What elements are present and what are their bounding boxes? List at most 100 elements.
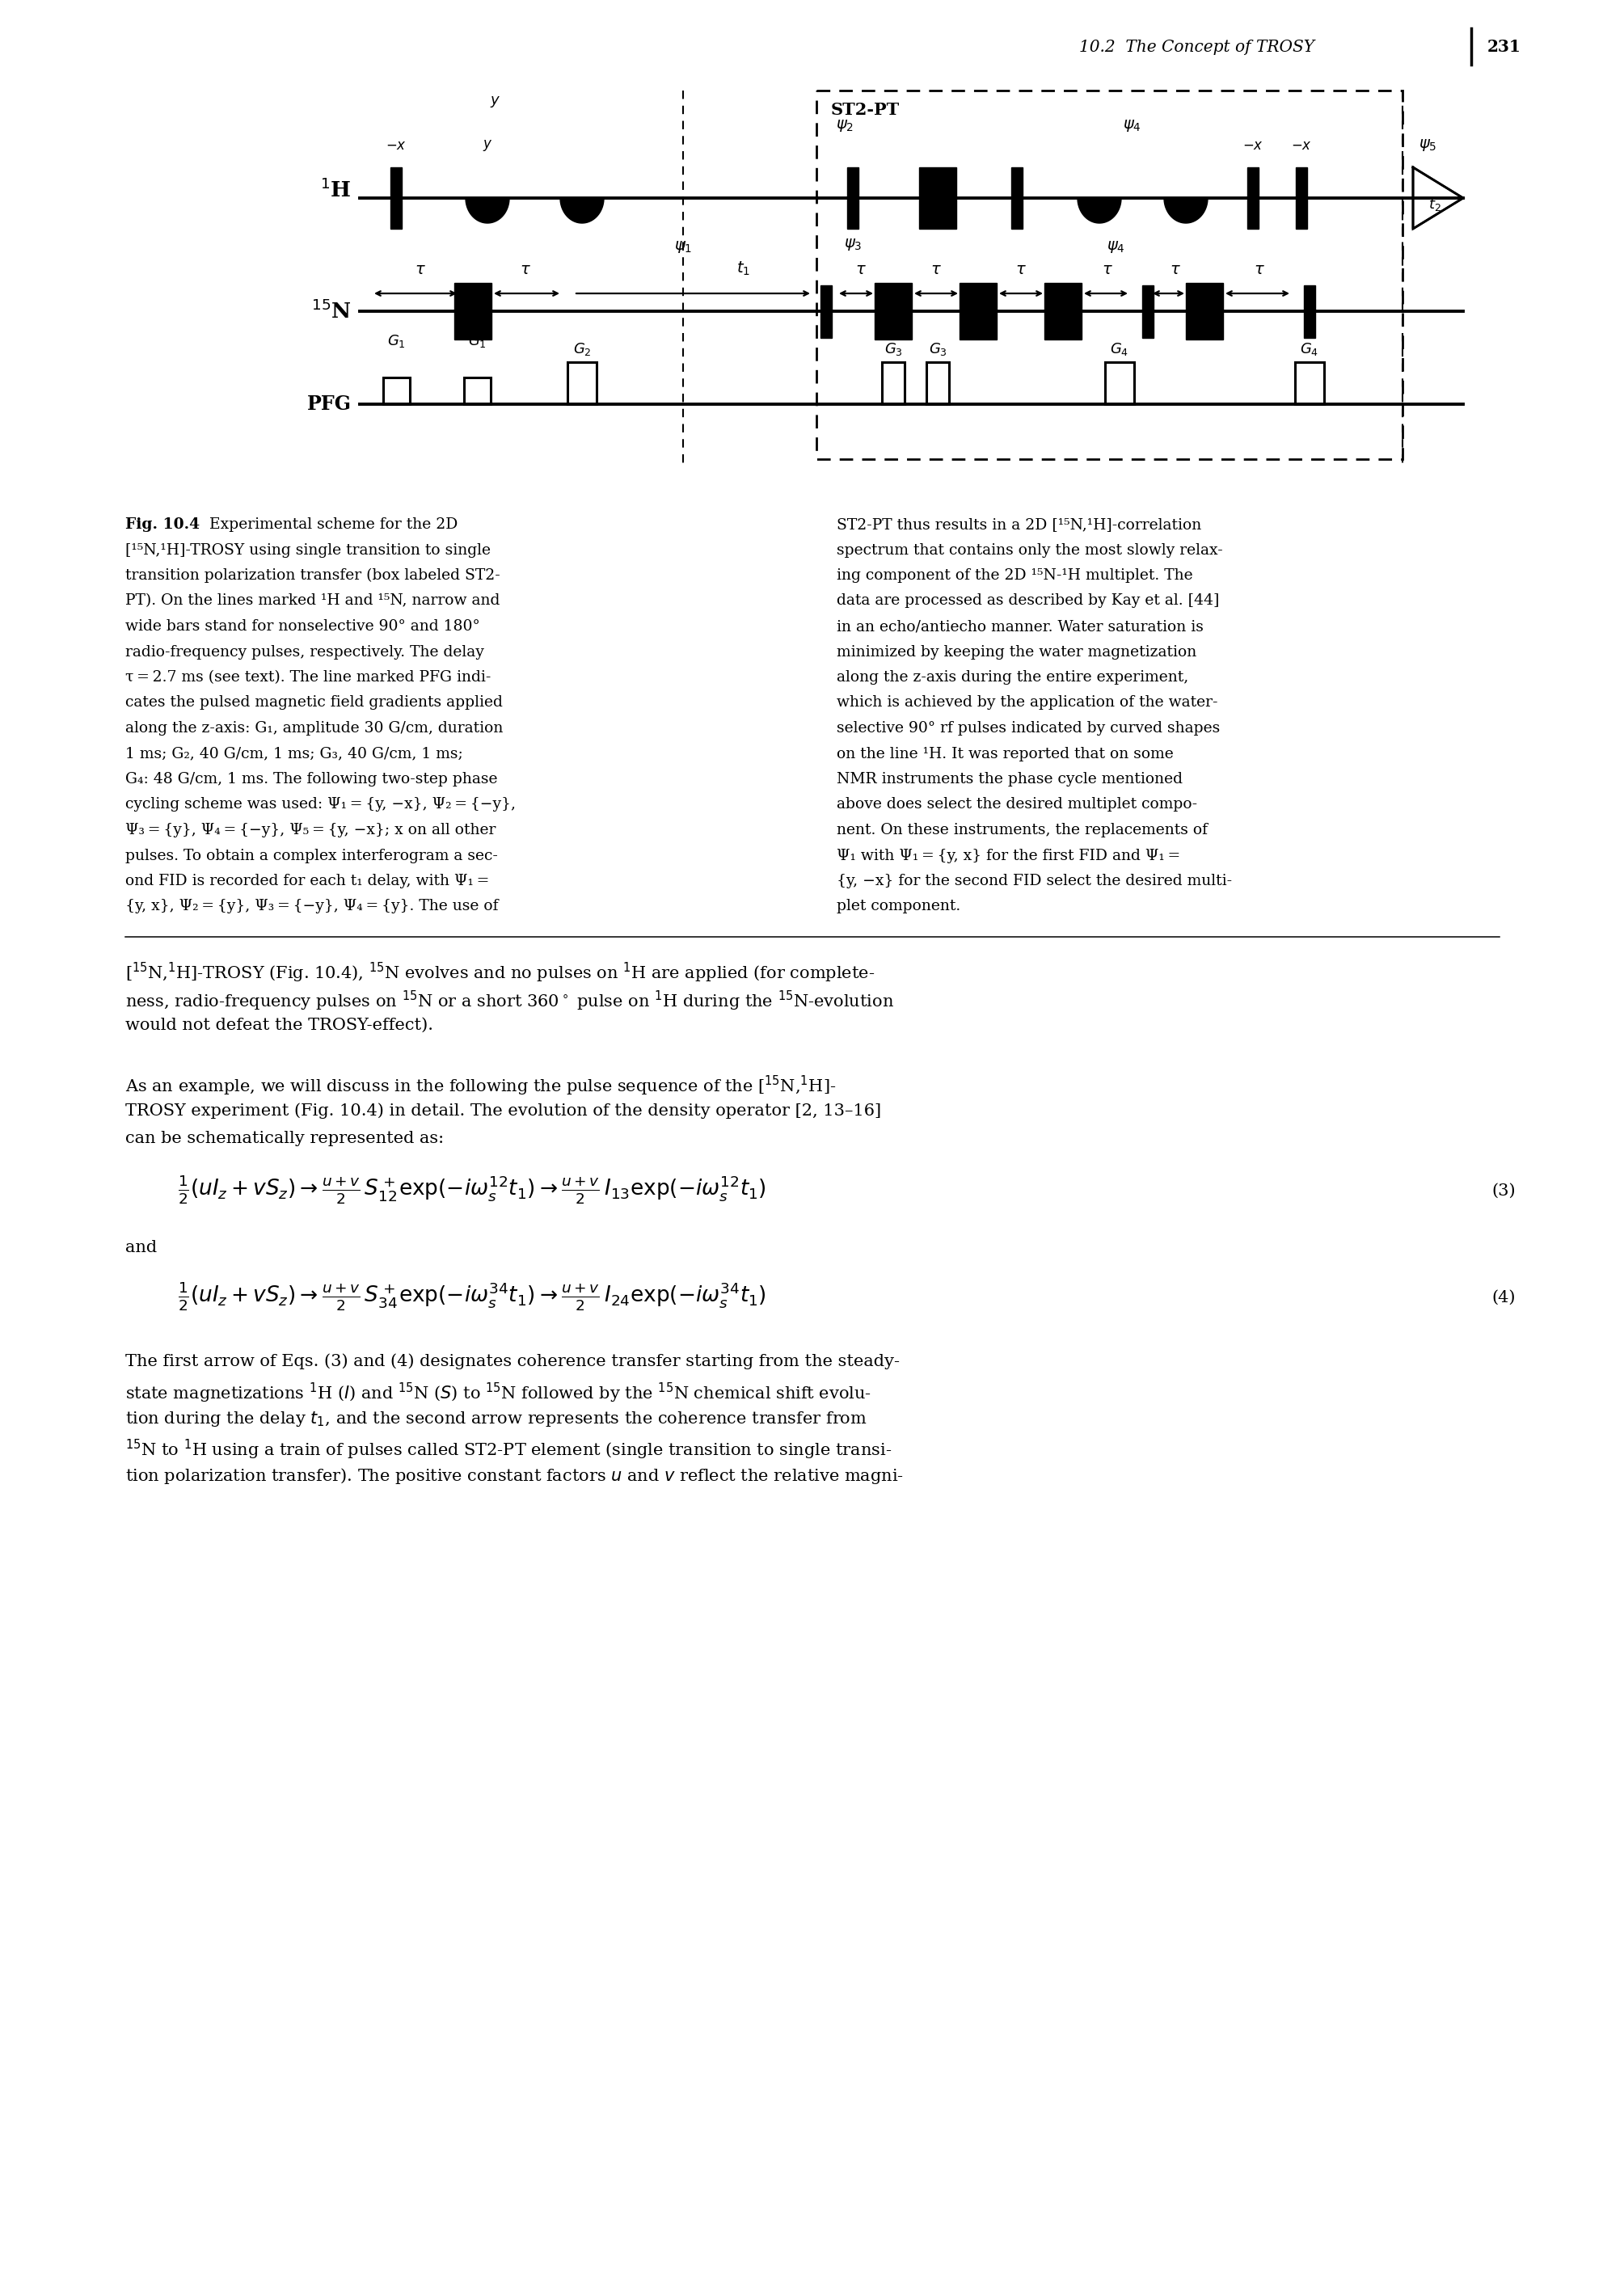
Bar	[383, 378, 409, 403]
Text: $G_2$: $G_2$	[573, 341, 591, 357]
Text: (3): (3)	[1491, 1184, 1515, 1198]
Text: wide bars stand for nonselective 90° and 180°: wide bars stand for nonselective 90° and…	[125, 618, 481, 634]
Bar	[848, 167, 859, 229]
Bar	[1104, 362, 1134, 403]
Bar	[926, 362, 948, 403]
Bar	[817, 92, 1403, 458]
Text: ond FID is recorded for each t₁ delay, with Ψ₁ =: ond FID is recorded for each t₁ delay, w…	[125, 875, 489, 889]
Text: $\psi_3$: $\psi_3$	[844, 236, 862, 252]
Text: pulses. To obtain a complex interferogram a sec-: pulses. To obtain a complex interferogra…	[125, 847, 499, 863]
Text: ST2-PT thus results in a 2D [¹⁵N,¹H]-correlation: ST2-PT thus results in a 2D [¹⁵N,¹H]-cor…	[836, 518, 1202, 531]
Text: $G_4$: $G_4$	[1301, 341, 1319, 357]
Text: $-x$: $-x$	[1291, 140, 1312, 153]
Text: $G_1$: $G_1$	[468, 332, 486, 348]
Bar	[567, 362, 596, 403]
Text: above does select the desired multiplet compo-: above does select the desired multiplet …	[836, 797, 1197, 813]
Bar	[1247, 167, 1259, 229]
Text: $^{15}$N to $^1$H using a train of pulses called ST2-PT element (single transiti: $^{15}$N to $^1$H using a train of pulse…	[125, 1438, 892, 1461]
Text: cates the pulsed magnetic field gradients applied: cates the pulsed magnetic field gradient…	[125, 696, 503, 710]
Bar	[875, 284, 911, 339]
Text: $^1$H: $^1$H	[320, 179, 352, 202]
Text: transition polarization transfer (box labeled ST2-: transition polarization transfer (box la…	[125, 568, 500, 584]
Text: which is achieved by the application of the water-: which is achieved by the application of …	[836, 696, 1218, 710]
Polygon shape	[1078, 197, 1121, 222]
Bar	[455, 284, 492, 339]
Text: Ψ₃ = {y}, Ψ₄ = {−y}, Ψ₅ = {y, −x}; x on all other: Ψ₃ = {y}, Ψ₄ = {−y}, Ψ₅ = {y, −x}; x on …	[125, 822, 495, 838]
Text: ing component of the 2D ¹⁵N-¹H multiplet. The: ing component of the 2D ¹⁵N-¹H multiplet…	[836, 568, 1194, 584]
Text: As an example, we will discuss in the following the pulse sequence of the [$^{15: As an example, we will discuss in the fo…	[125, 1074, 836, 1097]
Text: PFG: PFG	[307, 394, 352, 414]
Text: 231: 231	[1488, 39, 1522, 55]
Bar	[820, 284, 831, 337]
Bar	[1186, 284, 1223, 339]
Text: $\tau$: $\tau$	[414, 263, 425, 277]
Text: 1 ms; G₂, 40 G/cm, 1 ms; G₃, 40 G/cm, 1 ms;: 1 ms; G₂, 40 G/cm, 1 ms; G₃, 40 G/cm, 1 …	[125, 747, 463, 760]
Text: (4): (4)	[1491, 1289, 1515, 1305]
Text: G₄: 48 G/cm, 1 ms. The following two-step phase: G₄: 48 G/cm, 1 ms. The following two-ste…	[125, 772, 497, 785]
Text: would not defeat the TROSY-effect).: would not defeat the TROSY-effect).	[125, 1017, 434, 1033]
Text: selective 90° rf pulses indicated by curved shapes: selective 90° rf pulses indicated by cur…	[836, 721, 1220, 735]
Text: $y$: $y$	[490, 94, 500, 110]
Text: tion during the delay $t_1$, and the second arrow represents the coherence trans: tion during the delay $t_1$, and the sec…	[125, 1411, 867, 1429]
Text: along the z-axis: G₁, amplitude 30 G/cm, duration: along the z-axis: G₁, amplitude 30 G/cm,…	[125, 721, 503, 735]
Bar	[1296, 167, 1307, 229]
Text: $\psi_5$: $\psi_5$	[1419, 137, 1437, 153]
Bar	[390, 167, 401, 229]
Text: and: and	[125, 1239, 158, 1255]
Text: $\tau$: $\tau$	[1101, 263, 1112, 277]
Text: minimized by keeping the water magnetization: minimized by keeping the water magnetiza…	[836, 646, 1197, 660]
Text: along the z-axis during the entire experiment,: along the z-axis during the entire exper…	[836, 671, 1189, 685]
Bar	[1142, 284, 1153, 337]
Text: TROSY experiment (Fig. 10.4) in detail. The evolution of the density operator [2: TROSY experiment (Fig. 10.4) in detail. …	[125, 1101, 882, 1118]
Text: radio-frequency pulses, respectively. The delay: radio-frequency pulses, respectively. Th…	[125, 646, 484, 660]
Text: $\psi_4$: $\psi_4$	[1106, 238, 1125, 254]
Text: [$^{15}$N,$^1$H]-TROSY (Fig. 10.4), $^{15}$N evolves and no pulses on $^1$H are : [$^{15}$N,$^1$H]-TROSY (Fig. 10.4), $^{1…	[125, 962, 875, 985]
Text: $y$: $y$	[482, 137, 492, 153]
Text: Experimental scheme for the 2D: Experimental scheme for the 2D	[200, 518, 458, 531]
Text: nent. On these instruments, the replacements of: nent. On these instruments, the replacem…	[836, 822, 1208, 838]
Bar	[1304, 284, 1315, 337]
Text: on the line ¹H. It was reported that on some: on the line ¹H. It was reported that on …	[836, 747, 1174, 760]
Text: $t_2$: $t_2$	[1429, 197, 1440, 213]
Text: $\psi_1$: $\psi_1$	[674, 238, 692, 254]
Text: PT). On the lines marked ¹H and ¹⁵N, narrow and: PT). On the lines marked ¹H and ¹⁵N, nar…	[125, 593, 500, 609]
Text: $\tau$: $\tau$	[520, 263, 531, 277]
Text: $G_3$: $G_3$	[929, 341, 947, 357]
Text: ness, radio-frequency pulses on $^{15}$N or a short 360$^\circ$ pulse on $^1$H d: ness, radio-frequency pulses on $^{15}$N…	[125, 989, 893, 1012]
Bar	[463, 378, 490, 403]
Text: $\psi_4$: $\psi_4$	[1122, 119, 1142, 133]
Text: $\psi_2$: $\psi_2$	[836, 119, 854, 133]
Polygon shape	[466, 197, 510, 222]
Polygon shape	[1164, 197, 1208, 222]
Polygon shape	[560, 197, 604, 222]
Text: $\frac{1}{2}(uI_z + vS_z) \rightarrow \frac{u+v}{2}\,S_{34}^+\exp(-i\omega_s^{34: $\frac{1}{2}(uI_z + vS_z) \rightarrow \f…	[179, 1280, 767, 1312]
Text: cycling scheme was used: Ψ₁ = {y, −x}, Ψ₂ = {−y},: cycling scheme was used: Ψ₁ = {y, −x}, Ψ…	[125, 797, 516, 813]
Text: can be schematically represented as:: can be schematically represented as:	[125, 1131, 443, 1147]
Text: data are processed as described by Kay et al. [44]: data are processed as described by Kay e…	[836, 593, 1220, 609]
Text: {y, −x} for the second FID select the desired multi-: {y, −x} for the second FID select the de…	[836, 875, 1233, 889]
Bar	[1294, 362, 1324, 403]
Text: state magnetizations $^1$H ($I$) and $^{15}$N ($S$) to $^{15}$N followed by the : state magnetizations $^1$H ($I$) and $^{…	[125, 1381, 872, 1406]
Text: $G_4$: $G_4$	[1111, 341, 1129, 357]
Text: $G_1$: $G_1$	[387, 332, 406, 348]
Text: Ψ₁ with Ψ₁ = {y, x} for the first FID and Ψ₁ =: Ψ₁ with Ψ₁ = {y, x} for the first FID an…	[836, 847, 1181, 863]
Text: spectrum that contains only the most slowly relax-: spectrum that contains only the most slo…	[836, 543, 1223, 556]
Text: 10.2  The Concept of TROSY: 10.2 The Concept of TROSY	[1080, 39, 1314, 55]
Text: NMR instruments the phase cycle mentioned: NMR instruments the phase cycle mentione…	[836, 772, 1182, 785]
Text: $\tau$: $\tau$	[856, 263, 867, 277]
Text: $-x$: $-x$	[1242, 140, 1263, 153]
Bar	[919, 167, 957, 229]
Text: The first arrow of Eqs. (3) and (4) designates coherence transfer starting from : The first arrow of Eqs. (3) and (4) desi…	[125, 1353, 900, 1369]
Text: $G_3$: $G_3$	[883, 341, 903, 357]
Text: in an echo/antiecho manner. Water saturation is: in an echo/antiecho manner. Water satura…	[836, 618, 1203, 634]
Text: tion polarization transfer). The positive constant factors $u$ and $v$ reflect t: tion polarization transfer). The positiv…	[125, 1466, 903, 1486]
Text: τ = 2.7 ms (see text). The line marked PFG indi-: τ = 2.7 ms (see text). The line marked P…	[125, 671, 490, 685]
Text: $^{15}$N: $^{15}$N	[312, 300, 352, 323]
Text: $\tau$: $\tau$	[931, 263, 942, 277]
Text: $\tau$: $\tau$	[1169, 263, 1181, 277]
Bar	[1012, 167, 1023, 229]
Text: Fig. 10.4: Fig. 10.4	[125, 518, 200, 531]
Text: [¹⁵N,¹H]-TROSY using single transition to single: [¹⁵N,¹H]-TROSY using single transition t…	[125, 543, 490, 556]
Text: $\frac{1}{2}(uI_z + vS_z) \rightarrow \frac{u+v}{2}\,S_{12}^+\exp(-i\omega_s^{12: $\frac{1}{2}(uI_z + vS_z) \rightarrow \f…	[179, 1175, 767, 1207]
Text: $\tau$: $\tau$	[1015, 263, 1026, 277]
